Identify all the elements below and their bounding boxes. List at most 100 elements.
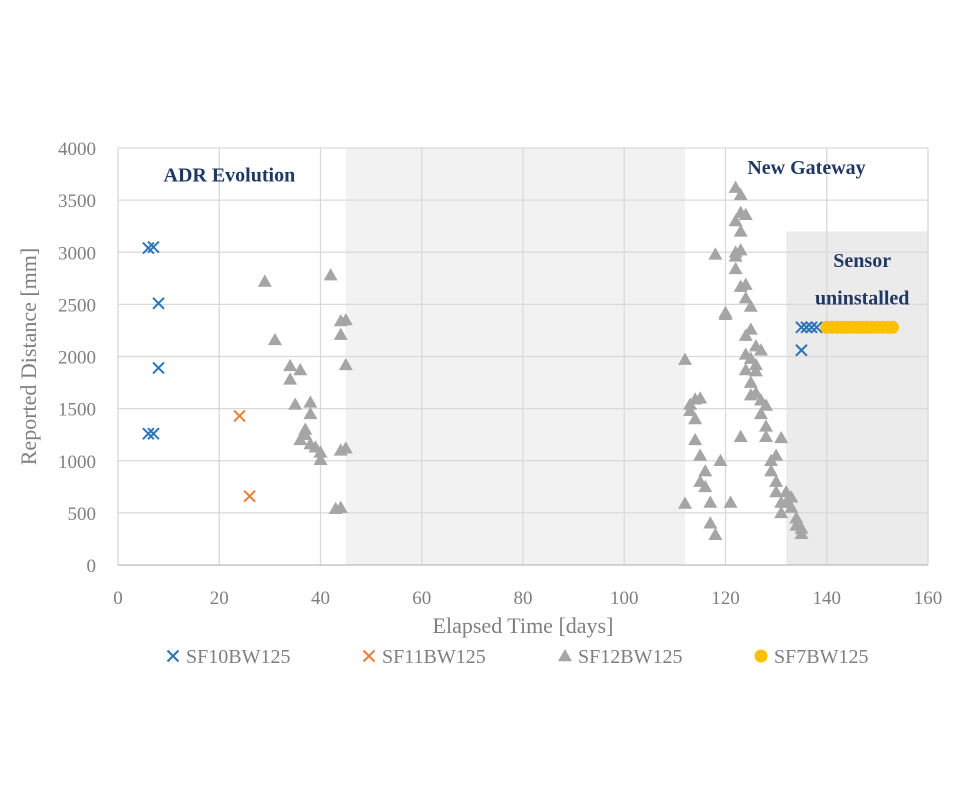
point-sf12bw125 [703,516,718,529]
x-tick-label: 80 [514,588,533,609]
point-sf12bw125 [688,432,703,446]
point-sf12bw125 [683,403,698,416]
point-sf12bw125 [753,343,768,356]
point-sf12bw125 [733,243,748,256]
x-tick-label: 0 [113,588,123,609]
y-tick-label: 500 [68,504,97,525]
point-sf12bw125 [688,412,703,425]
point-sf12bw125 [794,526,809,539]
point-sf12bw125 [703,495,718,508]
x-tick-label: 60 [412,588,431,609]
point-sf12bw125 [293,363,308,376]
point-sf12bw125 [759,429,773,443]
point-sf12bw125 [698,479,713,493]
point-sf12bw125 [748,364,763,377]
y-axis-title: Reported Distance [mm] [16,248,41,466]
point-sf12bw125 [789,511,804,524]
point-sf10bw125 [147,240,160,254]
x-tick-label: 40 [311,588,330,609]
x-tick-label: 120 [711,588,740,609]
y-tick-label: 4000 [58,139,96,160]
point-sf12bw125 [338,441,353,454]
point-sf11bw125 [243,489,256,503]
point-sf12bw125 [283,372,298,385]
point-sf12bw125 [769,474,784,487]
point-sf12bw125 [784,490,799,503]
legend-marker-sf11bw125 [362,649,376,663]
x-tick-label: 20 [210,588,229,609]
point-sf11bw125 [233,409,246,423]
point-sf12bw125 [693,448,708,461]
point-sf12bw125 [733,224,748,237]
annotation-label: Sensor [833,250,891,272]
point-sf12bw125 [738,277,753,290]
x-tick-label: 160 [914,588,943,609]
point-sf12bw125 [774,505,789,519]
point-sf10bw125 [152,297,165,310]
point-sf12bw125 [784,500,799,513]
legend: SF10BW125 SF11BW125 SF12BW125 SF7BW125 [166,646,868,668]
point-sf12bw125 [769,485,784,498]
point-sf12bw125 [313,452,328,465]
shaded-region-1 [786,231,928,565]
point-sf12bw125 [698,464,713,477]
y-tick-label: 0 [87,556,97,577]
point-sf12bw125 [678,496,692,509]
point-sf12bw125 [743,322,758,335]
point-sf10bw125 [142,427,155,440]
data-points [142,180,900,541]
point-sf12bw125 [298,422,313,435]
point-sf12bw125 [748,385,763,399]
point-sf10bw125 [795,344,808,357]
annotation-label: ADR Evolution [164,164,296,186]
point-sf12bw125 [759,398,773,411]
point-sf12bw125 [764,464,779,477]
point-sf12bw125 [769,448,784,461]
point-sf12bw125 [743,375,758,388]
point-sf12bw125 [713,453,728,466]
y-tick-label: 2000 [58,348,96,369]
point-sf12bw125 [323,268,338,281]
point-sf12bw125 [738,328,753,341]
x-tick-label: 140 [813,588,842,609]
legend-marker-sf10bw125 [166,649,180,663]
point-sf12bw125 [728,213,743,227]
legend-marker-sf12bw125 [558,649,572,662]
point-sf12bw125 [743,299,758,312]
point-sf10bw125 [147,427,160,440]
point-sf12bw125 [257,274,272,287]
point-sf12bw125 [728,249,743,262]
point-sf12bw125 [333,500,348,513]
point-sf12bw125 [738,363,753,376]
point-sf12bw125 [283,358,298,372]
legend-label-sf7bw125: SF7BW125 [774,646,868,668]
legend-marker-sf7bw125 [754,649,768,663]
point-sf12bw125 [774,430,789,444]
point-sf12bw125 [733,429,748,443]
point-sf12bw125 [303,395,318,408]
tick-labels: 0 500 1000 1500 2000 2500 3000 3500 4000 0 20 40 60 8… [58,139,942,609]
point-sf12bw125 [288,397,303,410]
point-sf12bw125 [728,180,743,193]
point-sf12bw125 [738,291,753,304]
point-sf12bw125 [718,305,733,318]
y-tick-label: 1000 [58,452,96,473]
point-sf12bw125 [333,327,348,340]
point-sf12bw125 [748,357,763,371]
y-tick-label: 3500 [58,191,96,212]
point-sf12bw125 [678,352,692,365]
point-sf12bw125 [693,391,708,404]
point-sf10bw125 [795,321,808,334]
x-axis-title: Elapsed Time [days] [433,613,614,638]
point-sf12bw125 [723,495,738,508]
point-sf12bw125 [708,527,723,541]
y-tick-label: 2500 [58,295,96,316]
point-sf12bw125 [708,247,723,260]
gridlines [117,147,929,566]
point-sf12bw125 [313,445,328,458]
point-sf12bw125 [338,313,353,326]
point-sf12bw125 [759,419,773,432]
y-tick-label: 1500 [58,400,96,421]
point-sf12bw125 [728,261,743,275]
